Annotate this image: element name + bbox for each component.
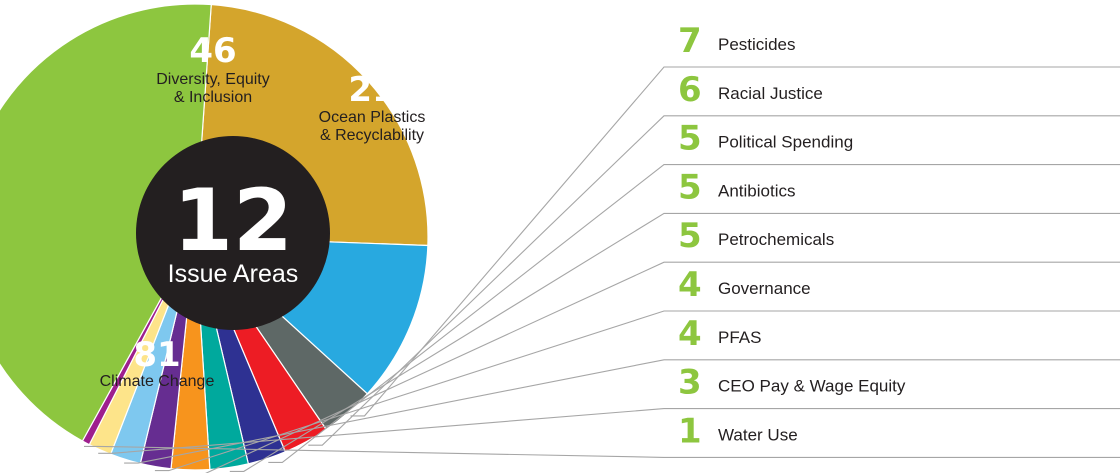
legend-item-antibiotics: 5 Antibiotics — [678, 167, 795, 207]
legend-label: Water Use — [718, 425, 798, 444]
legend-value: 3 — [678, 363, 702, 403]
leader-line-water-use — [84, 445, 1120, 458]
category-label: Ocean Plastics — [319, 109, 426, 126]
center-circle — [136, 136, 330, 330]
legend-value: 7 — [678, 21, 702, 61]
legend-label: Antibiotics — [718, 181, 795, 200]
legend-label: Political Spending — [718, 133, 853, 152]
value-label: 21 — [348, 70, 395, 110]
legend-item-ceo-pay-and-wage-equity: 3 CEO Pay & Wage Equity — [678, 363, 906, 403]
legend-label: Petrochemicals — [718, 230, 834, 249]
legend-value: 5 — [678, 216, 702, 256]
legend-label: Governance — [718, 279, 811, 298]
leader-line-racial-justice — [308, 115, 1120, 446]
leader-line-pfas — [124, 359, 1120, 464]
legend-item-racial-justice: 6 Racial Justice — [678, 70, 823, 110]
legend-list: 7 Pesticides 6 Racial Justice 5 Political Spe… — [678, 21, 906, 451]
legend-item-petrochemicals: 5 Petrochemicals — [678, 216, 834, 256]
legend-value: 6 — [678, 70, 702, 110]
value-label: 46 — [189, 31, 236, 71]
legend-item-political-spending: 5 Political Spending — [678, 119, 853, 159]
leader-line-pesticides — [350, 66, 1120, 417]
value-label: 81 — [133, 335, 180, 375]
legend-value: 4 — [678, 265, 702, 305]
leader-line-antibiotics — [229, 212, 1120, 472]
legend-label: CEO Pay & Wage Equity — [718, 377, 906, 396]
legend-item-pesticides: 7 Pesticides — [678, 21, 795, 61]
legend-value: 1 — [678, 411, 702, 451]
legend-item-water-use: 1 Water Use — [678, 411, 798, 451]
legend-label: Pesticides — [718, 35, 795, 54]
center-text: Issue Areas — [168, 260, 299, 288]
center-value: 12 — [173, 171, 293, 271]
legend-label: Racial Justice — [718, 84, 823, 103]
category-label: Climate Change — [100, 373, 215, 390]
legend-value: 5 — [678, 119, 702, 159]
leader-line-petrochemicals — [205, 261, 1120, 473]
category-label: Diversity, Equity — [156, 71, 270, 88]
leader-line-governance — [154, 310, 1120, 472]
legend-item-pfas: 4 PFAS — [678, 314, 761, 354]
category-label: & Inclusion — [174, 89, 252, 106]
legend-value: 5 — [678, 167, 702, 207]
legend-item-governance: 4 Governance — [678, 265, 811, 305]
leader-line-ceo-pay-and-wage-equity — [98, 408, 1120, 454]
category-label: & Recyclability — [320, 127, 424, 144]
legend-label: PFAS — [718, 328, 761, 347]
legend-value: 4 — [678, 314, 702, 354]
leader-lines — [84, 66, 1120, 473]
leader-line-political-spending — [268, 164, 1120, 463]
slice-climate-change — [0, 3, 212, 442]
